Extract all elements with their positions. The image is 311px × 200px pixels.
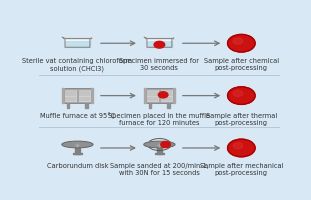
Polygon shape [75,145,80,154]
Polygon shape [62,37,64,38]
FancyBboxPatch shape [144,88,175,103]
Polygon shape [144,88,146,103]
Polygon shape [146,38,173,47]
Text: Carborundum disk: Carborundum disk [47,163,108,169]
FancyBboxPatch shape [78,89,91,102]
Circle shape [154,41,165,48]
Text: Muffle furnace at 95°C: Muffle furnace at 95°C [40,113,115,119]
Text: Specimen placed in the muffle
furnace for 120 minutes: Specimen placed in the muffle furnace fo… [108,113,211,126]
Ellipse shape [144,141,175,148]
Text: Sample after thermal
post-processing: Sample after thermal post-processing [206,113,277,126]
FancyBboxPatch shape [64,89,77,102]
Polygon shape [63,38,91,47]
Text: Sterile vat containing chloroform
solution (CHCl3): Sterile vat containing chloroform soluti… [22,58,132,72]
Polygon shape [173,88,175,103]
Polygon shape [144,37,146,38]
FancyBboxPatch shape [146,89,159,102]
Polygon shape [147,41,172,47]
Circle shape [233,143,243,149]
Text: Sample sanded at 200/min-1,
with 30N for 15 seconds: Sample sanded at 200/min-1, with 30N for… [110,163,209,176]
Circle shape [228,87,255,104]
FancyBboxPatch shape [160,89,173,102]
Polygon shape [67,103,69,108]
Polygon shape [86,103,88,108]
FancyBboxPatch shape [62,88,93,103]
Text: Sample after chemical
post-processing: Sample after chemical post-processing [204,58,279,71]
Text: Sample after mechanical
post-processing: Sample after mechanical post-processing [200,163,283,176]
Circle shape [228,139,255,157]
Polygon shape [65,41,90,47]
Ellipse shape [62,141,93,148]
Polygon shape [73,153,82,154]
Text: Specimen immersed for
30 seconds: Specimen immersed for 30 seconds [119,58,199,71]
Polygon shape [155,153,164,154]
Circle shape [161,141,170,148]
Polygon shape [157,145,162,154]
Polygon shape [167,103,170,108]
Polygon shape [149,103,151,108]
Circle shape [233,90,243,96]
Circle shape [158,92,168,98]
Polygon shape [62,88,64,103]
Polygon shape [91,88,93,103]
Circle shape [228,34,255,52]
Circle shape [233,38,243,44]
